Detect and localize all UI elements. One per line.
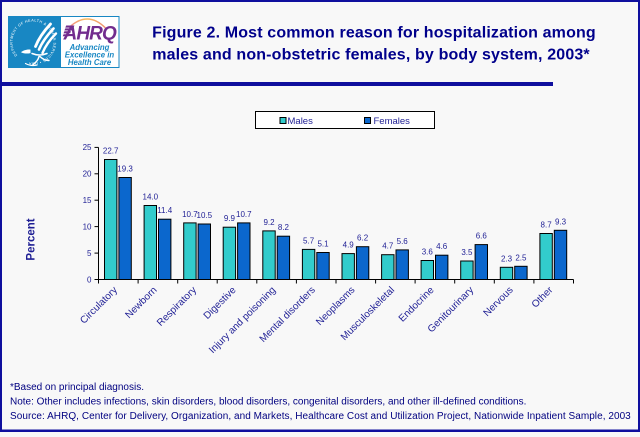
svg-text:Source: AHRQ, Center for Deliv: Source: AHRQ, Center for Delivery, Organ… (10, 411, 631, 422)
svg-text:15: 15 (83, 196, 92, 205)
svg-text:males and non-obstetric female: males and non-obstetric females, by body… (152, 47, 590, 64)
svg-text:10: 10 (83, 222, 92, 231)
svg-text:4.6: 4.6 (436, 242, 448, 251)
svg-text:4.7: 4.7 (382, 242, 394, 251)
svg-text:9.3: 9.3 (555, 217, 567, 226)
svg-text:5.6: 5.6 (397, 237, 409, 246)
svg-text:Note: Other includes infection: Note: Other includes infections, skin di… (10, 397, 526, 408)
svg-text:6.2: 6.2 (357, 234, 369, 243)
svg-text:2.5: 2.5 (515, 253, 527, 262)
svg-text:22.7: 22.7 (103, 147, 119, 156)
svg-text:5.7: 5.7 (303, 236, 315, 245)
svg-text:5.1: 5.1 (317, 240, 329, 249)
svg-text:*Based on principal diagnosis.: *Based on principal diagnosis. (10, 382, 144, 393)
svg-text:3.6: 3.6 (422, 248, 434, 257)
svg-text:Males: Males (288, 116, 314, 127)
svg-text:9.9: 9.9 (224, 214, 236, 223)
svg-text:Figure 2. Most common reason f: Figure 2. Most common reason for hospita… (152, 25, 596, 42)
svg-text:9.2: 9.2 (263, 218, 275, 227)
svg-text:11.4: 11.4 (157, 206, 173, 215)
svg-text:10.7: 10.7 (236, 210, 252, 219)
svg-text:8.2: 8.2 (278, 223, 290, 232)
svg-text:5: 5 (87, 249, 92, 258)
svg-text:20: 20 (83, 170, 92, 179)
svg-text:AHRQ: AHRQ (63, 24, 117, 45)
svg-text:6.6: 6.6 (476, 232, 488, 241)
svg-text:19.3: 19.3 (117, 165, 133, 174)
svg-text:Females: Females (374, 116, 411, 127)
svg-text:4.9: 4.9 (343, 241, 355, 250)
svg-text:2.3: 2.3 (501, 254, 513, 263)
svg-text:Health Care: Health Care (68, 58, 112, 67)
svg-text:10.7: 10.7 (182, 210, 198, 219)
svg-text:14.0: 14.0 (143, 193, 159, 202)
svg-text:Excellence in: Excellence in (65, 51, 115, 60)
svg-text:Percent: Percent (26, 218, 38, 260)
svg-text:3.5: 3.5 (461, 248, 473, 257)
svg-text:Advancing: Advancing (69, 43, 110, 52)
svg-text:0: 0 (87, 275, 92, 284)
svg-text:25: 25 (83, 143, 92, 152)
svg-text:10.5: 10.5 (197, 211, 213, 220)
svg-text:8.7: 8.7 (541, 221, 553, 230)
